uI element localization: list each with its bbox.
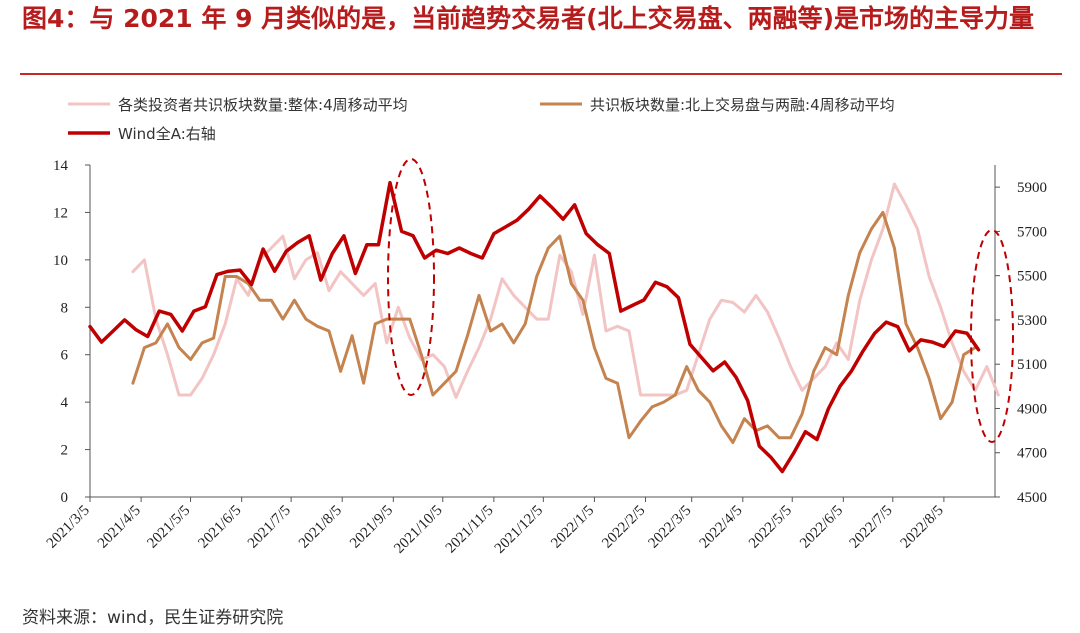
legend-label-2: 共识板块数量:北上交易盘与两融:4周移动平均 [590,96,895,114]
chart-annotations [387,158,1014,443]
x-tick-label: 2022/6/5 [797,503,846,552]
x-tick-label: 2021/10/5 [391,503,445,557]
series-line-3 [88,180,981,474]
x-tick-label: 2022/2/5 [599,503,648,552]
highlight-ellipse-2022-08 [970,229,1014,443]
x-tick-label: 2022/3/5 [645,503,694,552]
x-tick-label: 2021/9/5 [347,503,396,552]
left-tick-label: 0 [61,490,69,506]
x-tick-label: 2021/12/5 [492,503,546,557]
legend-label-3: Wind全A:右轴 [118,125,216,143]
x-tick-label: 2021/8/5 [296,503,345,552]
x-tick-label: 2022/5/5 [746,503,795,552]
right-tick-label: 4700 [1017,446,1047,462]
x-tick-label: 2021/3/5 [44,503,93,552]
x-tick-label: 2022/7/5 [847,503,896,552]
right-tick-label: 5100 [1017,357,1047,373]
chart-axes: 0 2 4 6 8 10 12 14 4500 4700 4900 5100 5300 5500 5700 5… [44,158,1047,557]
left-tick-label: 14 [53,158,69,174]
x-tick-label: 2022/8/5 [898,503,947,552]
x-tick-label: 2021/7/5 [245,503,294,552]
x-tick-label: 2021/6/5 [195,503,244,552]
source-note: 资料来源：wind，民生证券研究院 [22,608,284,628]
right-tick-label: 5700 [1017,224,1047,240]
chart-title: 图4：与 2021 年 9 月类似的是，当前趋势交易者(北上交易盘、两融等)是市… [22,4,1035,33]
highlight-ellipse-2021-09 [387,158,435,396]
x-tick-label: 2021/4/5 [95,503,144,552]
left-tick-label: 2 [61,443,69,459]
left-tick-label: 8 [61,300,69,316]
series-line-2 [131,210,977,444]
title-divider [20,73,1062,75]
left-tick-label: 10 [53,253,68,269]
x-tick-label: 2022/4/5 [697,503,746,552]
x-tick-label: 2021/5/5 [144,503,193,552]
x-tick-label: 2021/11/5 [443,503,497,557]
right-tick-label: 4900 [1017,401,1047,417]
right-tick-label: 5500 [1017,269,1047,285]
line-chart: 各类投资者共识板块数量:整体:4周移动平均 共识板块数量:北上交易盘与两融:4周移… [44,96,1047,557]
right-tick-label: 5300 [1017,313,1047,329]
left-tick-label: 6 [61,348,69,364]
x-tick-label: 2022/1/5 [548,503,597,552]
chart-series [88,180,1000,474]
right-tick-label: 4500 [1017,490,1047,506]
left-tick-label: 12 [53,205,68,221]
legend-label-1: 各类投资者共识板块数量:整体:4周移动平均 [118,96,408,114]
chart-legend: 各类投资者共识板块数量:整体:4周移动平均 共识板块数量:北上交易盘与两融:4周移… [68,96,895,143]
right-tick-label: 5900 [1017,180,1047,196]
left-tick-label: 4 [61,395,69,411]
